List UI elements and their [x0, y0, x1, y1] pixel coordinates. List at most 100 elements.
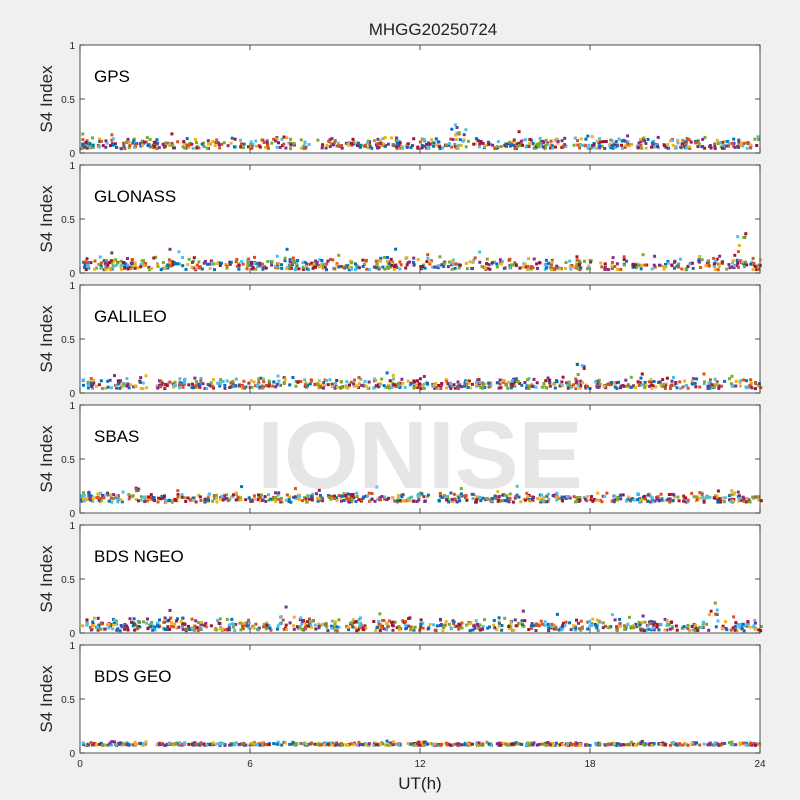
data-point: [301, 265, 305, 269]
data-point: [217, 143, 221, 147]
data-point: [351, 493, 355, 496]
data-point: [733, 491, 736, 495]
data-point: [746, 743, 750, 747]
data-point: [642, 742, 645, 746]
data-point: [636, 498, 640, 502]
data-point: [745, 146, 749, 150]
data-point: [287, 267, 291, 271]
data-point: [614, 143, 617, 147]
data-point: [651, 143, 655, 147]
data-point: [627, 144, 631, 148]
data-point: [605, 491, 609, 495]
data-point: [512, 138, 516, 142]
data-point: [477, 145, 481, 149]
data-point: [438, 255, 442, 259]
data-point: [170, 624, 173, 628]
data-point: [108, 493, 112, 497]
data-point: [668, 500, 672, 504]
data-point: [643, 263, 647, 267]
y-axis-label: S4 Index: [37, 545, 56, 613]
data-point: [210, 262, 214, 266]
data-point: [554, 266, 558, 270]
data-point: [382, 627, 386, 631]
data-point: [190, 617, 194, 621]
data-point: [108, 378, 112, 382]
data-point: [220, 494, 224, 498]
data-point: [436, 140, 440, 144]
data-point: [549, 139, 553, 143]
data-point: [120, 500, 124, 504]
data-point: [262, 623, 266, 626]
data-point: [698, 743, 702, 747]
data-point: [326, 259, 330, 263]
data-point: [526, 741, 529, 745]
data-point: [387, 142, 390, 146]
data-point: [216, 619, 220, 622]
data-point: [638, 623, 642, 627]
data-point: [337, 265, 341, 269]
data-point: [276, 493, 280, 497]
data-point: [551, 146, 555, 150]
data-point: [639, 143, 643, 147]
data-point: [187, 383, 191, 387]
data-point: [349, 621, 353, 625]
data-point: [316, 742, 320, 746]
data-point: [377, 265, 381, 269]
data-point: [317, 379, 321, 383]
data-point: [257, 377, 261, 381]
data-point: [501, 493, 505, 497]
data-point: [647, 380, 651, 384]
data-point: [590, 135, 594, 139]
data-point: [310, 261, 314, 265]
data-point: [83, 494, 86, 498]
data-point: [149, 625, 153, 629]
data-point: [237, 262, 241, 266]
data-point: [305, 620, 309, 624]
data-point: [662, 144, 666, 148]
data-point: [357, 498, 361, 502]
data-point: [490, 499, 494, 503]
data-point: [274, 385, 278, 389]
data-point: [495, 145, 499, 149]
data-point: [287, 500, 291, 503]
data-point: [713, 142, 717, 146]
data-point: [673, 260, 676, 264]
data-point: [639, 267, 643, 271]
data-point: [159, 497, 163, 501]
data-point: [632, 743, 636, 747]
data-point: [213, 268, 216, 272]
data-point: [148, 268, 152, 272]
data-point: [576, 383, 580, 387]
data-point: [206, 496, 210, 500]
data-point: [147, 495, 151, 499]
data-point: [712, 385, 716, 389]
data-point: [186, 263, 190, 267]
data-point: [353, 741, 356, 745]
data-point: [110, 261, 114, 265]
data-point: [358, 622, 362, 626]
data-point: [225, 266, 229, 270]
data-point: [563, 136, 567, 140]
data-point: [502, 266, 506, 270]
data-point: [412, 260, 415, 264]
data-point: [629, 375, 633, 379]
data-point: [406, 379, 410, 383]
data-point: [237, 383, 241, 387]
data-point: [355, 743, 359, 747]
data-point: [542, 382, 546, 385]
data-point: [402, 499, 406, 503]
data-point: [268, 382, 271, 386]
data-point: [722, 146, 726, 150]
data-point: [405, 145, 409, 149]
y-tick-label: 1: [69, 41, 75, 52]
data-point: [494, 497, 498, 500]
data-point: [455, 500, 459, 504]
data-point: [594, 742, 598, 746]
data-point: [267, 493, 270, 497]
data-point: [115, 494, 119, 498]
data-point: [457, 496, 461, 500]
data-point: [511, 381, 515, 385]
data-point: [88, 381, 92, 385]
data-point: [642, 383, 645, 387]
data-point: [131, 624, 135, 628]
